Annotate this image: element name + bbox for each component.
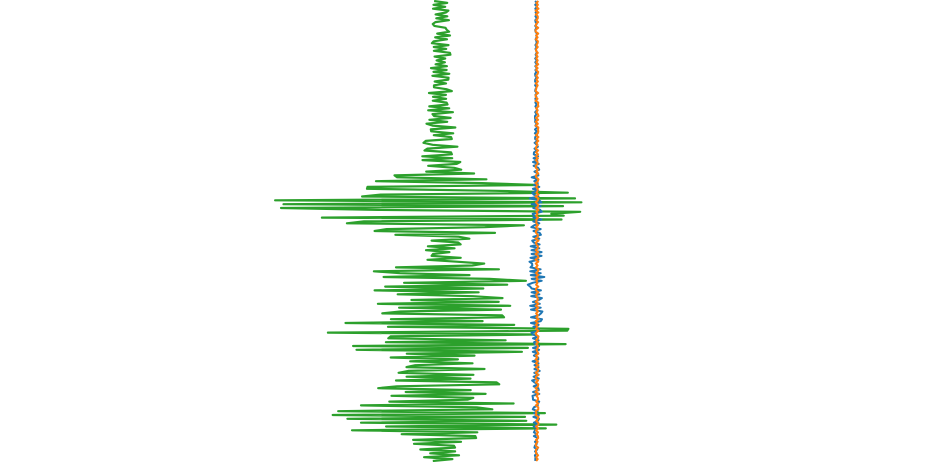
series-line-3 [534, 0, 540, 462]
series-line-1 [274, 0, 583, 462]
